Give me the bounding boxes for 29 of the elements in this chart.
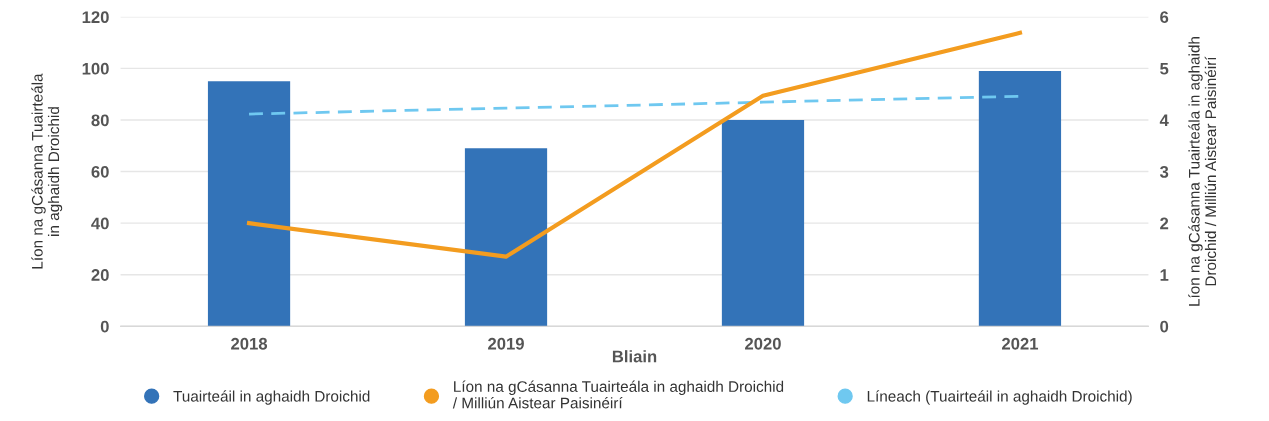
y-tick-label: 40: [91, 217, 109, 230]
y2-axis-title: Líon na gCásanna Tuairteála in aghaidh Droichid / Milliún Aistear Paisinéirí: [1188, 37, 1217, 306]
line-series: [246, 30, 1023, 259]
y2-tick-label: 1: [1160, 269, 1169, 281]
legend-label: Tuairteáil in aghaidh Droichid: [173, 390, 370, 405]
y2-tick-label: 0: [1160, 320, 1169, 333]
y-tick-label: 100: [82, 62, 109, 75]
x-tick-label: 2020: [745, 337, 781, 350]
legend-label: Líon na gCásanna Tuairteála in aghaidh Droichid / Milliún Aistear Paisinéirí: [452, 380, 784, 409]
y2-tick-label: 5: [1160, 62, 1169, 75]
y-tick-label: 80: [91, 114, 109, 127]
y-tick-label: 0: [100, 320, 109, 333]
y2-tick-label: 4: [1159, 114, 1169, 127]
y-axis-title: Líon na gCásanna Tuairteála in aghaidh Droichid: [31, 73, 63, 269]
x-tick-label: 2019: [488, 337, 524, 350]
x-axis-title: Bliain: [612, 350, 657, 363]
x-tick-label: 2021: [1002, 337, 1039, 350]
bar: [721, 119, 805, 327]
y-tick-label: 120: [82, 11, 109, 24]
y-tick-label: 60: [91, 165, 109, 178]
bar: [978, 70, 1062, 327]
y2-tick-label: 3: [1159, 165, 1169, 178]
bar: [207, 81, 291, 327]
y-tick-label: 20: [91, 269, 109, 281]
y2-tick-label: 6: [1160, 11, 1169, 24]
legend-label: Líneach (Tuairteáil in aghaidh Droichid): [867, 390, 1132, 405]
x-tick-label: 2018: [231, 337, 268, 350]
bar: [464, 148, 548, 327]
y2-tick-label: 2: [1160, 217, 1169, 230]
